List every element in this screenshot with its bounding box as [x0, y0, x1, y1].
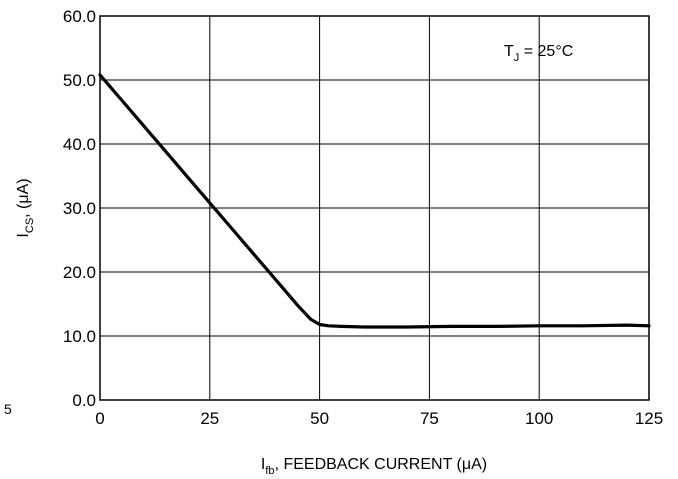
y-axis-label: ICS, (μA) — [15, 178, 36, 237]
stray-mark: 5 — [4, 401, 12, 417]
y-tick-label: 60.0 — [63, 7, 96, 26]
y-tick-label: 20.0 — [63, 263, 96, 282]
y-tick-label: 40.0 — [63, 135, 96, 154]
y-tick-label: 10.0 — [63, 327, 96, 346]
x-tick-label: 0 — [95, 409, 104, 428]
x-tick-label: 25 — [200, 409, 219, 428]
x-tick-label: 100 — [525, 409, 553, 428]
x-axis-label: Ifb, FEEDBACK CURRENT (μA) — [261, 456, 487, 477]
x-tick-label: 50 — [310, 409, 329, 428]
plot-frame — [99, 15, 650, 401]
series-group — [98, 73, 651, 329]
temperature-annotation: TJ = 25°C — [504, 43, 573, 64]
y-tick-label: 0.0 — [72, 391, 96, 410]
grid-lines — [100, 16, 649, 400]
x-tick-label: 75 — [420, 409, 439, 428]
y-tick-label: 30.0 — [63, 199, 96, 218]
y-tick-labels: 0.0 10.0 20.0 30.0 40.0 50.0 60.0 — [63, 7, 96, 410]
series-line — [98, 73, 651, 329]
y-tick-label: 50.0 — [63, 71, 96, 90]
x-tick-labels: 0 25 50 75 100 125 — [95, 409, 663, 428]
x-tick-label: 125 — [635, 409, 663, 428]
